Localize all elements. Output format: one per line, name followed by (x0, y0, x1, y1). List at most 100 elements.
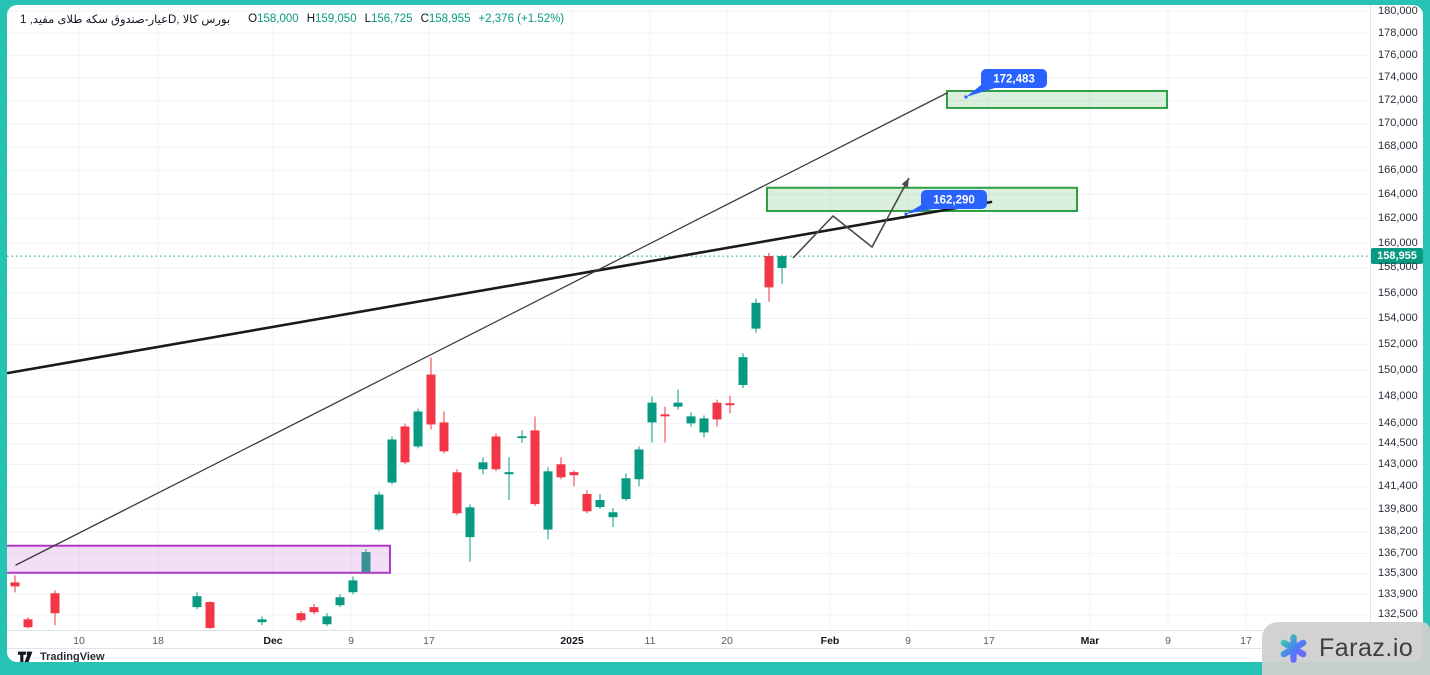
price-axis-label: 180,000 (1378, 5, 1418, 17)
price-axis-label: 160,000 (1378, 236, 1418, 249)
candle[interactable] (764, 253, 774, 302)
lower-demand-zone[interactable] (7, 544, 391, 574)
candle[interactable] (348, 576, 358, 595)
price-axis-label: 138,200 (1378, 525, 1418, 538)
candle[interactable] (374, 491, 384, 532)
time-axis-label: 11 (644, 635, 656, 647)
price-axis-label: 166,000 (1378, 164, 1418, 177)
candle[interactable] (335, 594, 345, 608)
thick-trendline[interactable] (7, 200, 993, 375)
candle[interactable] (478, 457, 488, 475)
candle[interactable] (673, 389, 683, 410)
price-callout[interactable]: 172,483 (964, 69, 1047, 99)
low-value: 156,725 (371, 13, 413, 25)
candle[interactable] (530, 416, 540, 507)
upper-supply-zone[interactable] (946, 90, 1168, 109)
candle[interactable] (647, 396, 657, 443)
candle[interactable] (660, 406, 670, 443)
tradingview-attribution[interactable]: TradingView (18, 651, 105, 662)
faraz-logo-card: Faraz.io (1262, 622, 1430, 675)
candle[interactable] (361, 549, 371, 575)
candle-body (439, 422, 449, 452)
candle-body (205, 602, 215, 628)
candle[interactable] (738, 353, 748, 389)
candle[interactable] (400, 423, 410, 465)
candle[interactable] (192, 592, 202, 610)
candle[interactable] (777, 254, 787, 284)
candle[interactable] (569, 470, 579, 487)
candle[interactable] (23, 617, 33, 629)
candle[interactable] (205, 601, 215, 629)
time-axis-label: 17 (423, 635, 435, 647)
candle-body (673, 402, 683, 407)
time-axis-label: Dec (263, 635, 283, 647)
high-value: 159,050 (315, 13, 357, 25)
time-axis-label: 17 (1240, 635, 1252, 647)
candle-body (556, 464, 566, 478)
candle[interactable] (491, 433, 501, 472)
candle[interactable] (504, 457, 514, 501)
price-axis-label: 143,000 (1378, 458, 1418, 471)
candle-body (348, 580, 358, 593)
candle[interactable] (309, 604, 319, 615)
candle[interactable] (465, 504, 475, 562)
price-axis-label: 135,300 (1378, 567, 1418, 580)
chart-surface: 172,483 162,290 عیار-صندوق سکه طلای مفید,… (7, 5, 1423, 662)
candle[interactable] (621, 473, 631, 501)
zigzag-arrow-drawing[interactable] (792, 177, 910, 259)
candle-body (413, 411, 423, 447)
faraz-brand-label: Faraz.io (1319, 634, 1414, 662)
current-price-tag: 158,955 (1371, 248, 1423, 265)
candle[interactable] (686, 412, 696, 427)
candle[interactable] (296, 611, 306, 623)
candle-body (322, 616, 332, 625)
candle[interactable] (595, 493, 605, 510)
price-axis-label: 172,000 (1378, 94, 1418, 107)
candle[interactable] (634, 446, 644, 487)
price-axis-label: 158,000 (1378, 261, 1418, 274)
candle[interactable] (10, 575, 20, 593)
candle[interactable] (439, 411, 449, 454)
candle-body (686, 416, 696, 424)
time-axis-label: 9 (905, 635, 911, 647)
price-axis-label: 132,500 (1378, 608, 1418, 621)
price-axis-label: 168,000 (1378, 140, 1418, 153)
price-chart-canvas[interactable]: 172,483 162,290 (7, 5, 1423, 662)
candle[interactable] (50, 590, 60, 626)
candle[interactable] (426, 357, 436, 430)
candle-body (335, 597, 345, 606)
candle[interactable] (543, 467, 553, 540)
candle-body (491, 436, 501, 470)
candle[interactable] (608, 508, 618, 528)
candle[interactable] (452, 469, 462, 516)
price-axis-label: 170,000 (1378, 117, 1418, 130)
open-label: O (248, 13, 258, 25)
candle[interactable] (699, 415, 709, 438)
candle-body (452, 472, 462, 514)
candle[interactable] (387, 436, 397, 485)
price-axis-label: 148,000 (1378, 390, 1418, 403)
close-value: 158,955 (428, 13, 471, 25)
callout-text: 172,483 (993, 74, 1035, 86)
time-axis[interactable]: 10 18 Dec 9 17 2025 11 20 Feb 9 17 Mar 9 17 (7, 634, 1370, 649)
thin-trendline[interactable] (15, 92, 948, 566)
price-axis-label: 154,000 (1378, 311, 1418, 324)
price-callout[interactable]: 162,290 (904, 190, 987, 216)
price-axis-label: 136,700 (1378, 546, 1418, 559)
candle[interactable] (556, 457, 566, 480)
candle[interactable] (322, 613, 332, 627)
candle-body (595, 500, 605, 508)
price-axis-label: 133,900 (1378, 587, 1418, 600)
price-axis[interactable]: 158,955 180,000 178,000 176,000 174,000 172,… (1371, 5, 1423, 648)
symbol-title[interactable]: عیار-صندوق سکه طلای مفید, 1D, بورس کالا (20, 14, 231, 26)
candle[interactable] (582, 490, 592, 514)
candle[interactable] (413, 408, 423, 449)
faraz-logo-icon (1280, 634, 1307, 663)
candle[interactable] (257, 616, 267, 626)
candle[interactable] (712, 399, 722, 427)
candle[interactable] (725, 395, 735, 414)
candle[interactable] (751, 298, 761, 333)
price-axis-separator (1370, 5, 1371, 648)
candle[interactable] (517, 430, 527, 444)
